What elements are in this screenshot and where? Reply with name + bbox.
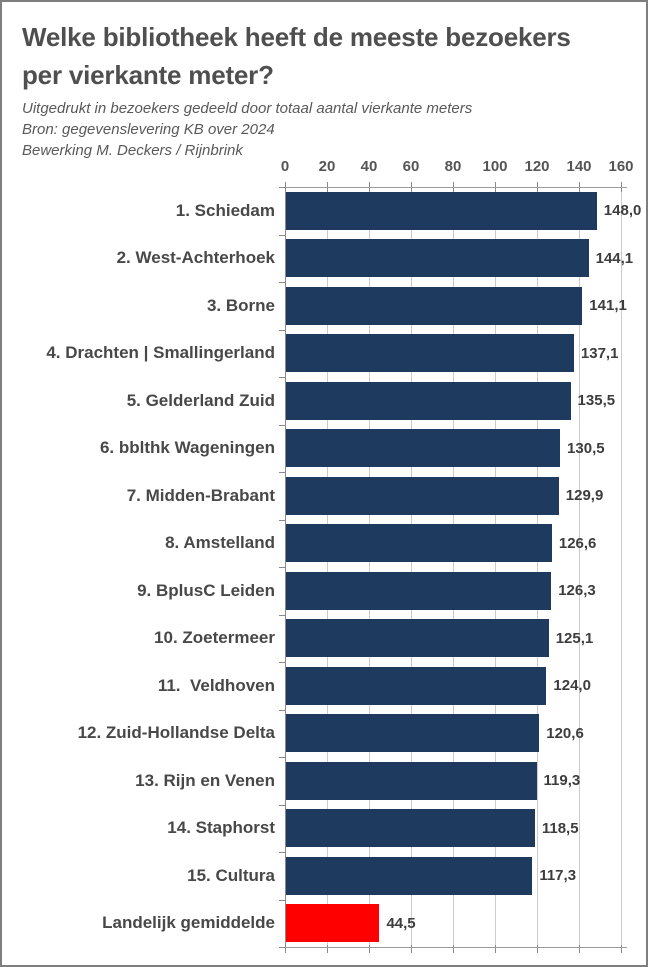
category-label: 6. bblthk Wageningen bbox=[99, 438, 275, 458]
x-axis-tick-label: 140 bbox=[566, 158, 592, 175]
vertical-gridline bbox=[369, 187, 370, 947]
x-axis-line-top bbox=[279, 187, 627, 188]
category-label: Landelijk gemiddelde bbox=[102, 913, 275, 933]
category-tick-mark bbox=[279, 662, 285, 663]
category-tick-mark bbox=[279, 329, 285, 331]
bar-item bbox=[286, 571, 552, 610]
category-label: 2. West-Achterhoek bbox=[116, 248, 275, 268]
x-axis-tick-mark-bottom bbox=[369, 945, 370, 953]
bar-item bbox=[286, 761, 537, 800]
bar-item bbox=[286, 809, 535, 848]
bar-item bbox=[286, 286, 583, 325]
vertical-gridline bbox=[453, 187, 454, 947]
bar-item bbox=[286, 524, 552, 563]
x-axis-tick-mark-bottom bbox=[453, 945, 454, 953]
bar-highlight bbox=[286, 904, 380, 943]
category-label: 9. BplusC Leiden bbox=[137, 580, 275, 600]
category-tick-mark bbox=[279, 377, 285, 378]
value-label: 141,1 bbox=[589, 297, 627, 315]
value-label: 144,1 bbox=[595, 249, 634, 267]
category-tick-mark bbox=[279, 804, 285, 806]
value-label: 129,9 bbox=[565, 487, 604, 505]
value-label: 126,6 bbox=[558, 534, 597, 552]
category-label: 7. Midden-Brabant bbox=[126, 485, 275, 505]
category-axis-line bbox=[285, 187, 286, 947]
vertical-gridline bbox=[579, 187, 580, 947]
category-tick-mark bbox=[279, 567, 285, 568]
value-label: 135,5 bbox=[577, 392, 616, 410]
value-label: 125,1 bbox=[555, 629, 594, 647]
x-axis-line-bottom bbox=[279, 947, 627, 948]
x-axis-tick-mark-bottom bbox=[621, 945, 622, 953]
category-label: 5. Gelderland Zuid bbox=[126, 390, 275, 410]
chart-title: Welke bibliotheek heeft de meeste bezoek… bbox=[22, 22, 571, 90]
bar-item bbox=[286, 856, 533, 895]
category-tick-mark bbox=[279, 899, 285, 901]
value-label: 120,6 bbox=[546, 724, 584, 742]
x-axis-tick-mark-bottom bbox=[579, 945, 580, 953]
chart-source: Bron: gegevenslevering KB over 2024 bbox=[22, 121, 275, 138]
vertical-gridline bbox=[411, 187, 412, 947]
vertical-gridline bbox=[537, 187, 538, 947]
vertical-gridline bbox=[621, 187, 622, 947]
bar-item bbox=[286, 476, 559, 515]
category-label: 15. Cultura bbox=[187, 865, 275, 885]
bar-item bbox=[286, 666, 547, 705]
category-tick-mark bbox=[279, 852, 285, 853]
category-tick-mark bbox=[279, 187, 285, 188]
x-axis-tick-mark-bottom bbox=[411, 945, 412, 953]
category-tick-mark bbox=[279, 424, 285, 426]
vertical-gridline bbox=[327, 187, 328, 947]
category-label: 3. Borne bbox=[206, 295, 275, 315]
x-axis-tick-mark-bottom bbox=[495, 945, 496, 953]
x-axis-tick-label: 160 bbox=[608, 158, 634, 175]
category-label: 12. Zuid-Hollandse Delta bbox=[77, 723, 275, 743]
value-label: 44,5 bbox=[386, 914, 416, 932]
category-label: 4. Drachten | Smallingerland bbox=[46, 343, 275, 363]
chart-credit: Bewerking M. Deckers / Rijnbrink bbox=[22, 142, 243, 159]
value-label: 126,3 bbox=[558, 582, 596, 600]
value-label: 117,3 bbox=[539, 867, 577, 885]
value-label: 119,3 bbox=[543, 772, 581, 790]
bar-item bbox=[286, 381, 571, 420]
x-axis-tick-label: 120 bbox=[524, 158, 550, 175]
bar-item bbox=[286, 239, 589, 278]
category-tick-mark bbox=[279, 757, 285, 758]
category-label: 14. Staphorst bbox=[167, 818, 275, 838]
category-tick-mark bbox=[279, 282, 285, 283]
value-label: 130,5 bbox=[567, 439, 605, 457]
x-axis-tick-mark-bottom bbox=[327, 945, 328, 953]
category-label: 8. Amstelland bbox=[165, 533, 275, 553]
value-label: 118,5 bbox=[541, 819, 579, 837]
value-label: 124,0 bbox=[553, 677, 591, 695]
chart-subtitle: Uitgedrukt in bezoekers gedeeld door tot… bbox=[22, 100, 473, 117]
category-label: 11. Veldhoven bbox=[157, 675, 275, 695]
bar-item bbox=[286, 619, 549, 658]
category-tick-mark bbox=[279, 472, 285, 473]
category-tick-mark bbox=[279, 519, 285, 521]
x-axis-tick-label: 80 bbox=[444, 158, 462, 175]
x-axis-tick-label: 40 bbox=[360, 158, 378, 175]
category-tick-mark bbox=[279, 234, 285, 236]
bar-item bbox=[286, 191, 597, 230]
x-axis-tick-mark-bottom bbox=[537, 945, 538, 953]
value-label: 137,1 bbox=[580, 344, 619, 362]
x-axis-tick-label: 0 bbox=[280, 158, 290, 175]
x-axis-tick-label: 100 bbox=[482, 158, 508, 175]
vertical-gridline bbox=[495, 187, 496, 947]
x-axis-tick-mark-bottom bbox=[285, 945, 286, 953]
x-axis-tick-label: 20 bbox=[318, 158, 336, 175]
category-label: 1. Schiedam bbox=[175, 200, 275, 220]
x-axis-tick-label: 60 bbox=[402, 158, 420, 175]
category-tick-mark bbox=[279, 709, 285, 711]
category-tick-mark bbox=[279, 947, 285, 948]
category-label: 10. Zoetermeer bbox=[154, 628, 275, 648]
value-label: 148,0 bbox=[603, 202, 642, 220]
bar-item bbox=[286, 714, 540, 753]
category-label: 13. Rijn en Venen bbox=[135, 770, 275, 790]
bar-item bbox=[286, 429, 561, 468]
bar-item bbox=[286, 334, 574, 373]
category-tick-mark bbox=[279, 614, 285, 616]
